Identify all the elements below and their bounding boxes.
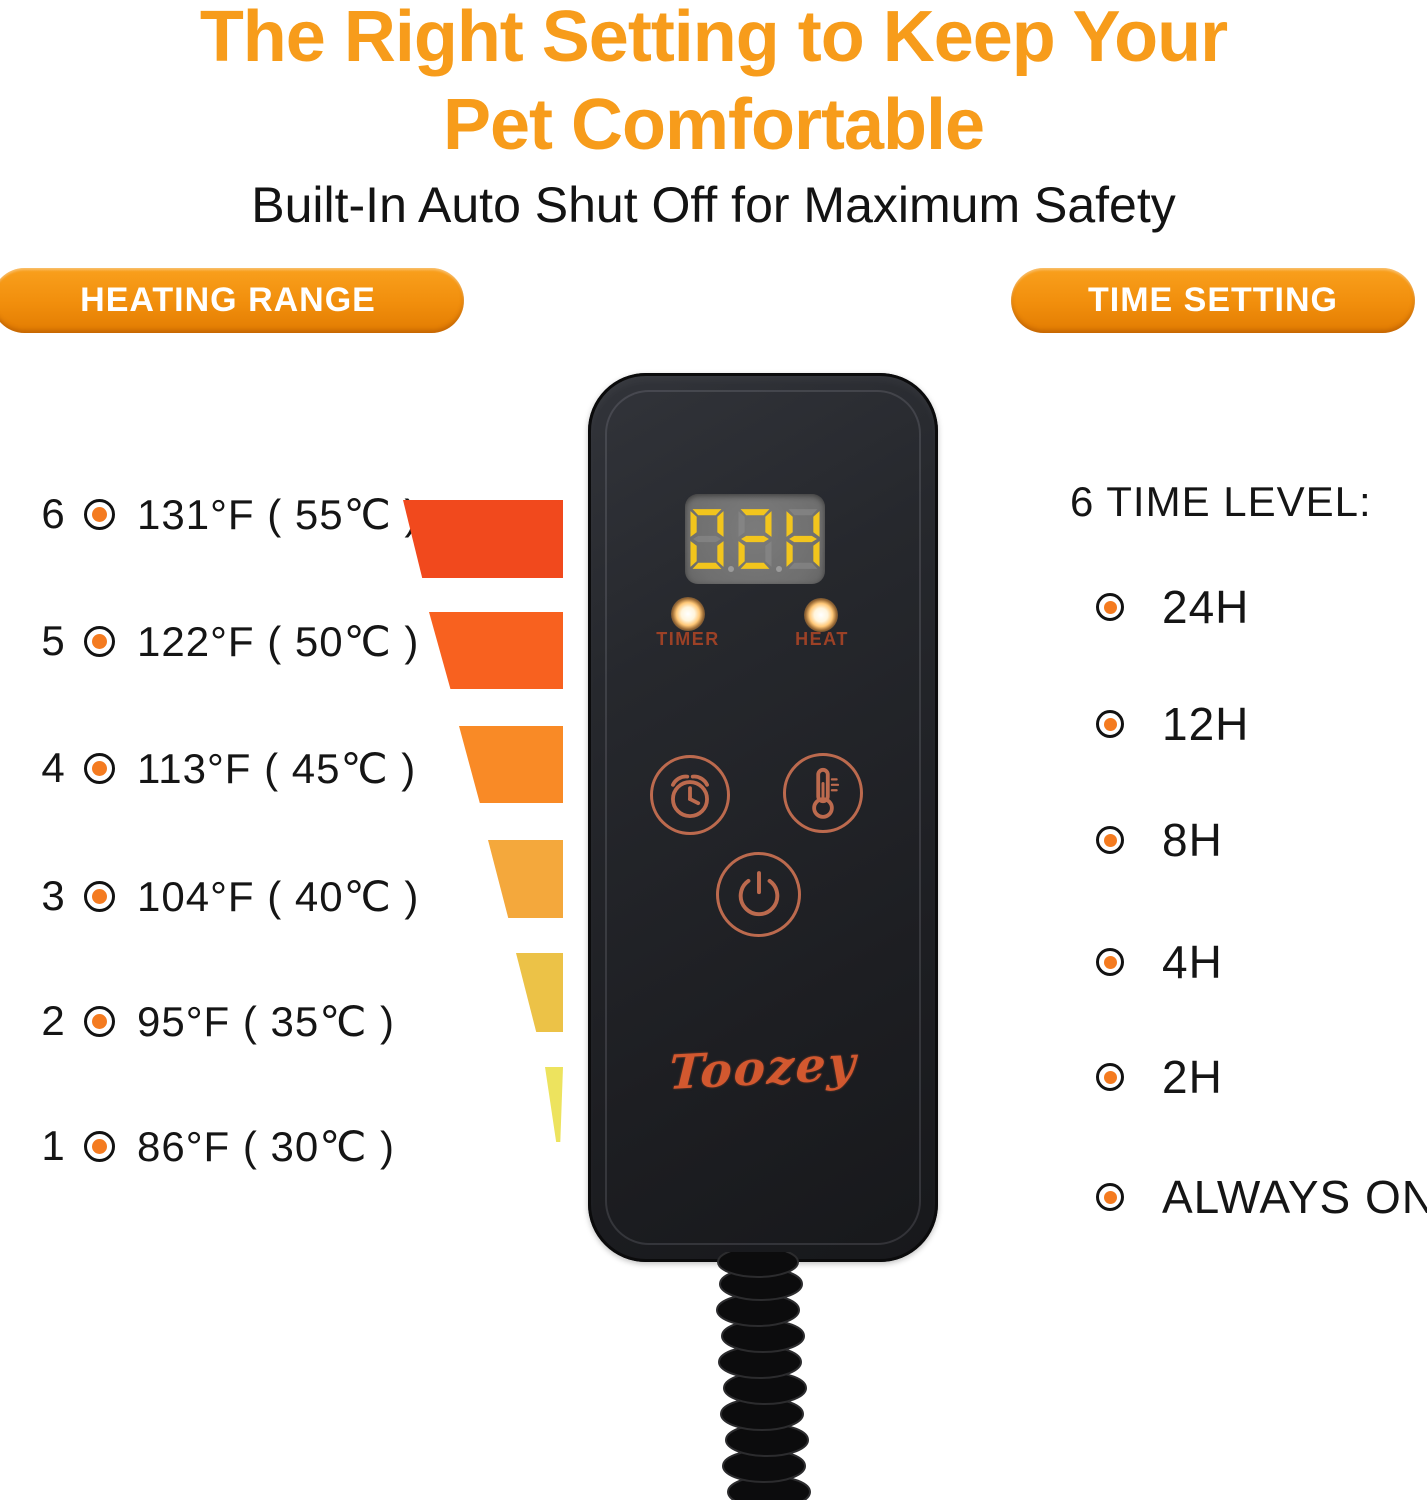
level-temperature: 113°F ( 45℃ ) — [137, 744, 417, 792]
level-temperature: 122°F ( 50℃ ) — [137, 617, 420, 665]
level-number: 2 — [41, 997, 65, 1044]
power-icon — [738, 870, 779, 916]
timer-button — [650, 755, 730, 835]
heat-indicator-label: HEAT — [795, 629, 849, 649]
level-temperature: 95°F ( 35℃ ) — [137, 997, 396, 1045]
page-subtitle: Built-In Auto Shut Off for Maximum Safet… — [251, 177, 1176, 233]
level-bullet-icon — [84, 880, 115, 912]
time-option-row: ALWAYS ON — [1096, 1170, 1427, 1224]
time-bullet-icon — [1096, 826, 1124, 854]
seg-digit-H — [786, 509, 820, 569]
seg-digit-0 — [690, 509, 724, 569]
level-bullet-icon — [84, 1005, 115, 1037]
heat-indicator-light — [804, 598, 838, 632]
heating-level-row: 2 95°F ( 35℃ ) — [36, 994, 395, 1048]
time-option-label: 12H — [1162, 698, 1250, 750]
level-temperature: 131°F ( 55℃ ) — [137, 490, 420, 538]
heat-button — [783, 753, 863, 833]
time-option-label: 8H — [1162, 814, 1223, 866]
time-bullet-icon — [1096, 1063, 1124, 1091]
alarm-clock-icon — [671, 774, 709, 819]
time-level-heading: 6 TIME LEVEL: — [1070, 478, 1372, 525]
heating-controller-device: TIMER HEAT — [588, 373, 938, 1262]
level-number: 3 — [41, 872, 65, 919]
level-bullet-icon — [84, 752, 115, 784]
brand-logo: Toozey — [667, 1035, 859, 1102]
time-setting-badge-label: TIME SETTING — [1088, 281, 1338, 319]
time-bullet-icon — [1096, 948, 1124, 976]
level-temperature: 104°F ( 40℃ ) — [137, 872, 420, 920]
heating-level-row: 6 131°F ( 55℃ ) — [36, 487, 419, 541]
level-bullet-icon — [84, 1130, 115, 1162]
power-button — [716, 852, 801, 937]
time-option-row: 4H — [1096, 935, 1223, 989]
level-number: 5 — [41, 617, 65, 664]
page-title: The Right Setting to Keep Your Pet Comfo… — [0, 0, 1427, 170]
level-number: 6 — [41, 490, 65, 537]
timer-indicator-light — [671, 597, 705, 631]
timer-indicator-label: TIMER — [656, 629, 720, 649]
heating-range-badge: HEATING RANGE — [0, 268, 464, 333]
time-option-row: 12H — [1096, 697, 1249, 751]
heating-level-row: 3 104°F ( 40℃ ) — [36, 869, 419, 923]
time-option-row: 2H — [1096, 1050, 1223, 1104]
level-temperature: 86°F ( 30℃ ) — [137, 1122, 396, 1170]
level-number: 4 — [41, 744, 65, 791]
heating-level-row: 5 122°F ( 50℃ ) — [36, 614, 419, 668]
time-option-label: 24H — [1162, 581, 1250, 633]
heating-level-row: 4 113°F ( 45℃ ) — [36, 741, 416, 795]
time-bullet-icon — [1096, 593, 1124, 621]
heating-level-row: 1 86°F ( 30℃ ) — [36, 1119, 395, 1173]
level-bullet-icon — [84, 625, 115, 657]
heat-funnel-bar-1 — [545, 1067, 563, 1142]
thermometer-icon — [812, 767, 840, 819]
title-line-1: The Right Setting to Keep Your — [199, 0, 1228, 77]
level-number: 1 — [41, 1122, 65, 1169]
level-bullet-icon — [84, 498, 115, 530]
time-option-label: 2H — [1162, 1051, 1223, 1103]
seg-digit-2 — [738, 509, 772, 569]
heat-funnel-bar-3 — [488, 840, 563, 918]
time-option-row: 8H — [1096, 813, 1223, 867]
time-option-label: ALWAYS ON — [1162, 1171, 1427, 1223]
time-bullet-icon — [1096, 710, 1124, 738]
display-dot — [728, 566, 734, 572]
heat-funnel-bar-2 — [516, 953, 563, 1032]
time-option-label: 4H — [1162, 936, 1223, 988]
heat-funnel-bar-6 — [403, 500, 563, 578]
led-display — [685, 494, 825, 584]
time-option-row: 24H — [1096, 580, 1249, 634]
display-dot — [776, 566, 782, 572]
time-setting-badge: TIME SETTING — [1011, 268, 1415, 333]
title-line-2: Pet Comfortable — [442, 84, 985, 165]
heating-range-badge-label: HEATING RANGE — [80, 281, 376, 319]
time-bullet-icon — [1096, 1183, 1124, 1211]
coiled-cable — [716, 1252, 811, 1500]
heat-funnel-bar-4 — [459, 726, 563, 803]
heat-funnel-bar-5 — [429, 612, 563, 689]
